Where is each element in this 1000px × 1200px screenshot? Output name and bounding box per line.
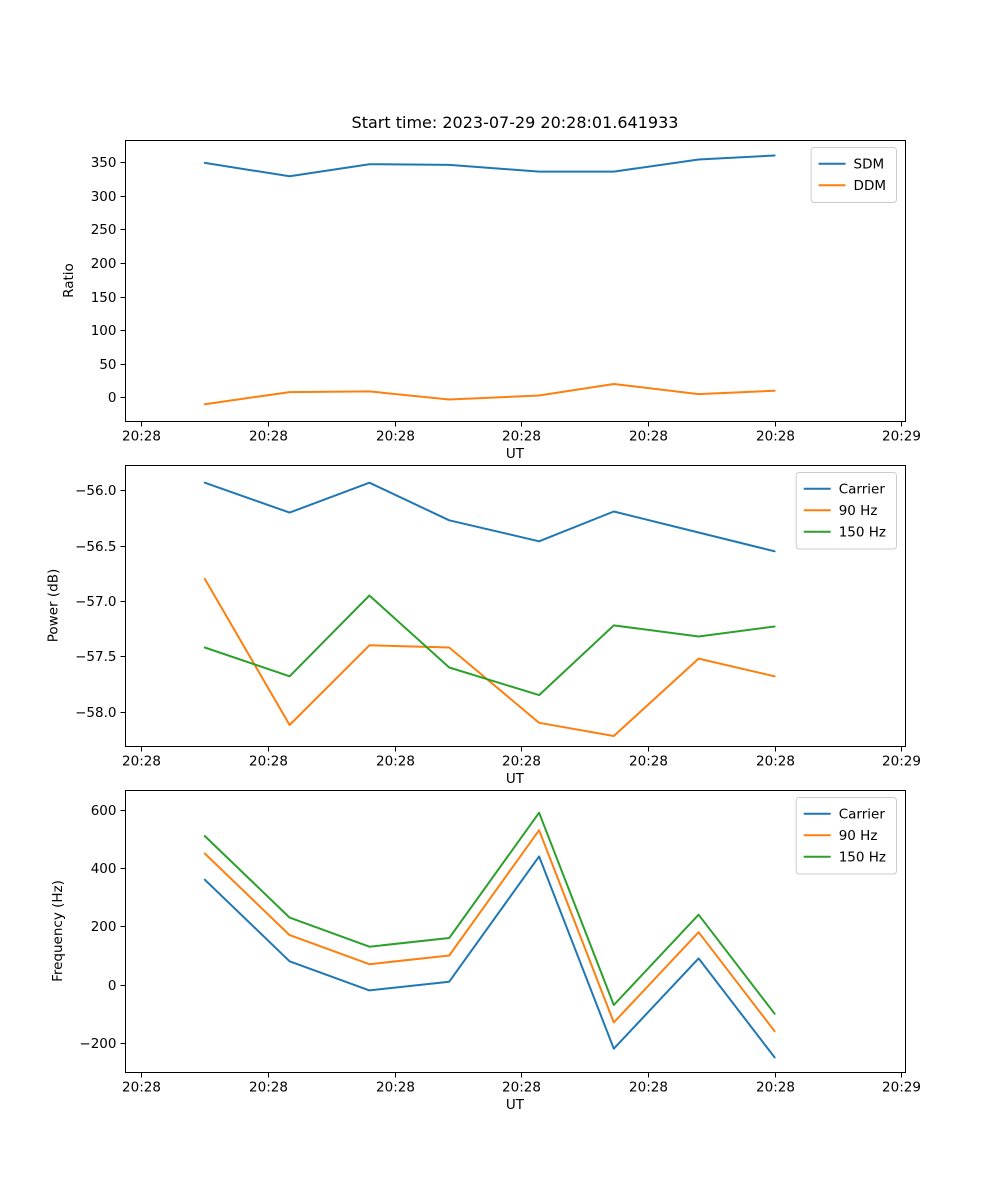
y-tick-label: −56.0: [75, 483, 116, 499]
x-tick-label: 20:28: [756, 1080, 795, 1096]
legend-frame: [795, 472, 897, 550]
axes-frame: [125, 465, 906, 747]
legend: Carrier 90 Hz 150 Hz: [795, 472, 897, 550]
legend-frame: [810, 147, 897, 203]
y-tick-label: −58.0: [75, 705, 116, 721]
series-line-carrier: [203, 481, 776, 553]
y-tick-label: −56.5: [75, 539, 116, 555]
y-tick-label: 250: [91, 222, 117, 238]
x-tick-label: 20:28: [756, 754, 795, 770]
y-tick-label: 0: [108, 978, 117, 994]
legend: SDM DDM: [810, 147, 897, 203]
y-tick-label: 350: [91, 155, 117, 171]
x-tick-label: 20:28: [249, 429, 288, 445]
x-tick-label: 20:28: [376, 754, 415, 770]
y-tick-label: 200: [91, 256, 117, 272]
legend-label: 150 Hz: [839, 524, 886, 540]
legend-frame: [795, 797, 897, 875]
legend-label: 90 Hz: [839, 828, 878, 844]
y-tick-label: 50: [99, 357, 116, 373]
legend-label: Carrier: [839, 481, 886, 497]
series-line-150-hz: [203, 594, 776, 697]
x-tick-label: 20:28: [502, 1080, 541, 1096]
axes-frame: [125, 790, 906, 1073]
x-axis-label: UT: [506, 446, 525, 462]
x-tick-label: 20:28: [629, 1080, 668, 1096]
y-axis-label: Ratio: [61, 263, 77, 298]
x-tick-label: 20:28: [249, 1080, 288, 1096]
series-line-ddm: [203, 383, 776, 406]
y-tick-label: 150: [91, 290, 117, 306]
legend-label: 150 Hz: [839, 849, 886, 865]
legend-label: 90 Hz: [839, 503, 878, 519]
y-tick-label: −200: [79, 1036, 116, 1052]
x-tick-label: 20:28: [629, 754, 668, 770]
x-tick-label: 20:28: [376, 429, 415, 445]
y-axis-label: Power (dB): [46, 569, 62, 642]
series-line-90-hz: [203, 829, 776, 1033]
figure-title: Start time: 2023-07-29 20:28:01.641933: [351, 113, 679, 132]
x-axis-label: UT: [506, 1097, 525, 1113]
y-tick-label: 100: [91, 323, 117, 339]
y-tick-label: 400: [91, 861, 117, 877]
series-line-150-hz: [203, 811, 776, 1015]
series-line-carrier: [203, 855, 776, 1059]
series-line-90-hz: [203, 577, 776, 737]
x-tick-label: 20:28: [122, 754, 161, 770]
y-axis-label: Frequency (Hz): [50, 880, 66, 982]
axes-frame: [125, 140, 906, 422]
legend-label: DDM: [854, 178, 886, 194]
y-tick-label: 600: [91, 803, 117, 819]
chart-ratio: 20:28 20:28 20:28 20:28 20:28 20:28 20:29 0 50 10…: [61, 140, 921, 462]
x-tick-label: 20:29: [882, 754, 921, 770]
x-tick-label: 20:28: [629, 429, 668, 445]
y-tick-label: 200: [91, 919, 117, 935]
series-line-sdm: [203, 154, 776, 178]
x-tick-label: 20:29: [882, 1080, 921, 1096]
y-tick-label: −57.0: [75, 594, 116, 610]
x-tick-label: 20:28: [122, 1080, 161, 1096]
x-tick-label: 20:28: [376, 1080, 415, 1096]
y-tick-label: 300: [91, 189, 117, 205]
x-tick-label: 20:28: [502, 754, 541, 770]
chart-frequency-hz: 20:28 20:28 20:28 20:28 20:28 20:28 20:29 −200 0…: [50, 790, 921, 1113]
y-tick-label: 0: [108, 390, 117, 406]
legend-label: SDM: [854, 156, 885, 172]
legend: Carrier 90 Hz 150 Hz: [795, 797, 897, 875]
x-axis-label: UT: [506, 771, 525, 787]
x-tick-label: 20:28: [502, 429, 541, 445]
x-tick-label: 20:28: [122, 429, 161, 445]
x-tick-label: 20:28: [756, 429, 795, 445]
chart-power-db: 20:28 20:28 20:28 20:28 20:28 20:28 20:29 −56.0…: [46, 465, 921, 787]
x-tick-label: 20:28: [249, 754, 288, 770]
y-tick-label: −57.5: [75, 649, 116, 665]
legend-label: Carrier: [839, 806, 886, 822]
x-tick-label: 20:29: [882, 429, 921, 445]
